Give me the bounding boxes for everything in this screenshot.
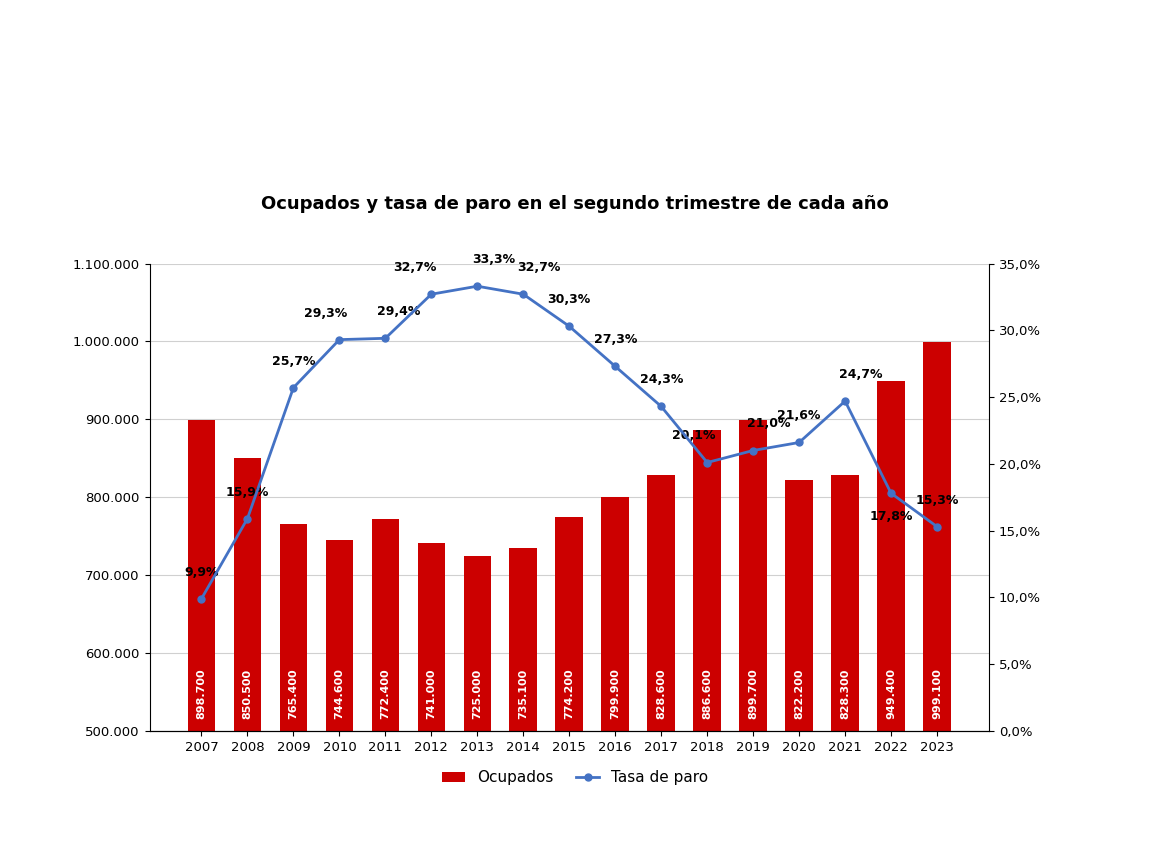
Bar (509, 547, 537, 850)
Text: 765.400: 765.400 (289, 668, 298, 719)
Text: 744.600: 744.600 (335, 668, 344, 719)
Bar (785, 480, 813, 850)
Bar (647, 475, 675, 850)
Bar (279, 524, 307, 850)
Text: 21,6%: 21,6% (777, 410, 821, 422)
Text: 25,7%: 25,7% (271, 354, 315, 368)
Text: 29,4%: 29,4% (377, 305, 421, 318)
Text: 822.200: 822.200 (795, 668, 804, 719)
Text: 850.500: 850.500 (243, 669, 253, 719)
Text: 899.700: 899.700 (749, 668, 758, 719)
Text: 30,3%: 30,3% (547, 293, 591, 306)
Bar (371, 518, 399, 850)
Text: 15,9%: 15,9% (225, 485, 269, 499)
Text: 32,7%: 32,7% (393, 261, 437, 275)
Text: 774.200: 774.200 (565, 668, 574, 719)
Text: 32,7%: 32,7% (518, 261, 561, 275)
Text: 772.400: 772.400 (381, 668, 390, 719)
Legend: Ocupados, Tasa de paro: Ocupados, Tasa de paro (436, 764, 714, 791)
Text: 17,8%: 17,8% (869, 510, 913, 523)
Text: 799.900: 799.900 (611, 668, 620, 719)
Bar (693, 430, 721, 850)
Text: 15,3%: 15,3% (915, 494, 959, 507)
Text: 741.000: 741.000 (427, 668, 436, 719)
Bar (233, 458, 261, 850)
Text: 828.600: 828.600 (657, 668, 666, 719)
Text: 949.400: 949.400 (886, 668, 896, 719)
Text: 725.000: 725.000 (473, 668, 482, 719)
Text: 24,3%: 24,3% (639, 373, 683, 387)
Text: 20,1%: 20,1% (672, 429, 715, 443)
Bar (187, 421, 215, 850)
Text: 27,3%: 27,3% (593, 333, 637, 346)
Text: 735.100: 735.100 (519, 668, 528, 719)
Text: 999.100: 999.100 (932, 668, 942, 719)
Bar (555, 518, 583, 850)
Bar (325, 541, 353, 850)
Bar (739, 420, 767, 850)
Text: 828.300: 828.300 (841, 668, 850, 719)
Bar (877, 381, 905, 850)
Bar (417, 543, 445, 850)
Text: 21,0%: 21,0% (748, 417, 791, 430)
Bar (923, 342, 951, 850)
Bar (601, 497, 629, 850)
Text: 24,7%: 24,7% (840, 368, 883, 381)
Bar (831, 475, 859, 850)
Text: 29,3%: 29,3% (304, 307, 347, 320)
Bar (463, 556, 491, 850)
Text: 886.600: 886.600 (703, 668, 712, 719)
Text: 33,3%: 33,3% (472, 253, 515, 266)
Text: Ocupados y tasa de paro en el segundo trimestre de cada año: Ocupados y tasa de paro en el segundo tr… (261, 195, 889, 213)
Text: 9,9%: 9,9% (184, 566, 218, 579)
Text: 898.700: 898.700 (197, 668, 207, 719)
